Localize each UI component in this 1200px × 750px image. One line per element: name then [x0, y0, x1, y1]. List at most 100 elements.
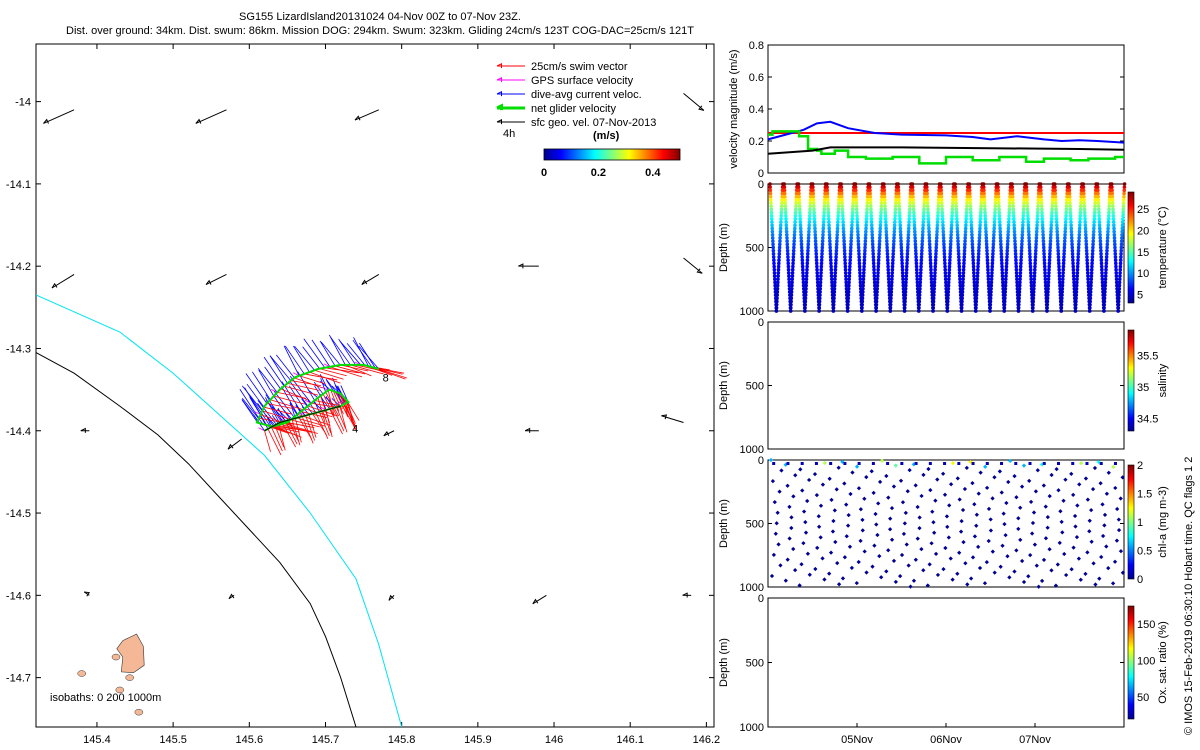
- temp-point: [1027, 233, 1031, 237]
- temp-point: [960, 302, 964, 307]
- temp-point: [989, 280, 994, 285]
- legend-label: 25cm/s swim vector: [531, 61, 628, 73]
- legend-arrow-head: [496, 77, 503, 83]
- temp-point: [817, 296, 822, 301]
- temp-point: [1021, 217, 1025, 221]
- temp-point: [941, 236, 946, 240]
- temp-point: [845, 306, 850, 310]
- temp-point: [1043, 280, 1048, 285]
- temp-point: [957, 261, 961, 266]
- geo-vector-head: [383, 430, 390, 437]
- chla-point: [776, 542, 781, 547]
- temp-point: [956, 245, 961, 250]
- temp-point: [1006, 226, 1011, 231]
- temp-point: [1049, 226, 1053, 231]
- chla-point: [1053, 583, 1059, 588]
- temp-point: [1054, 217, 1059, 221]
- temp-point: [858, 280, 863, 285]
- temp-point: [950, 213, 954, 218]
- chla-point: [946, 535, 951, 540]
- temp-point: [1004, 271, 1008, 275]
- dac-vector: [284, 345, 305, 375]
- y-tick-label: -14.3: [6, 343, 31, 355]
- temp-point: [844, 280, 848, 285]
- colorbar-tick: 150: [1137, 619, 1155, 631]
- dac-vector: [289, 385, 305, 410]
- temp-point: [813, 236, 818, 240]
- dac-vector: [319, 340, 336, 367]
- temp-point: [828, 248, 833, 253]
- temp-point: [786, 264, 791, 269]
- chla-point: [907, 468, 912, 473]
- temp-point: [917, 309, 921, 313]
- dac-vector: [352, 339, 373, 368]
- temp-point: [927, 239, 932, 243]
- geo-vector: [388, 594, 395, 601]
- swim-vector: [290, 419, 320, 428]
- swim-vector: [271, 426, 283, 452]
- temp-point: [915, 271, 919, 275]
- chla-surface-point: [814, 462, 818, 465]
- chla-point: [990, 549, 995, 554]
- chla-point: [1043, 536, 1049, 541]
- temp-point: [921, 223, 925, 228]
- temp-point: [1085, 271, 1090, 275]
- chla-point: [876, 501, 881, 506]
- temp-point: [992, 233, 996, 237]
- chla-point: [1089, 508, 1094, 513]
- temp-point: [810, 182, 815, 186]
- chla-point: [962, 486, 968, 492]
- temp-point: [1082, 194, 1086, 199]
- temp-point: [868, 188, 872, 193]
- temp-point: [827, 223, 831, 228]
- temp-point: [925, 194, 930, 199]
- temp-point: [989, 274, 994, 278]
- temp-point: [901, 283, 906, 288]
- temp-point: [811, 201, 816, 205]
- temp-point: [812, 220, 817, 224]
- temp-point: [926, 223, 931, 228]
- temp-point: [843, 267, 848, 272]
- temp-point: [941, 229, 946, 234]
- temp-point: [801, 283, 806, 288]
- temp-point: [1069, 217, 1073, 221]
- temp-point: [968, 204, 973, 209]
- temp-point: [1088, 296, 1093, 301]
- temp-point: [1102, 299, 1107, 304]
- temp-point: [1075, 271, 1080, 275]
- temp-point: [793, 207, 798, 212]
- temp-point: [1103, 283, 1108, 288]
- temp-point: [1064, 207, 1069, 212]
- gps-vector: [258, 427, 265, 432]
- temp-point: [1017, 290, 1022, 294]
- dac-vector: [313, 381, 324, 395]
- temp-point: [1096, 204, 1101, 209]
- temp-point: [869, 220, 874, 224]
- chla-point: [1033, 489, 1039, 494]
- temp-point: [1041, 226, 1045, 231]
- temp-point: [933, 274, 937, 278]
- chla-surface-point: [871, 462, 875, 465]
- chla-point: [911, 578, 917, 583]
- swim-vector: [284, 420, 298, 445]
- temp-point: [785, 242, 790, 247]
- temp-point: [961, 277, 965, 282]
- temp-point: [932, 286, 936, 291]
- temp-point: [1092, 220, 1096, 224]
- temp-point: [878, 233, 882, 237]
- temp-point: [834, 248, 839, 253]
- temp-point: [770, 233, 775, 237]
- chla-point: [900, 500, 906, 505]
- temp-point: [785, 252, 790, 256]
- temp-point: [1077, 242, 1081, 247]
- temp-point: [1040, 207, 1044, 212]
- temp-point: [978, 210, 983, 215]
- temp-point: [882, 198, 887, 202]
- chla-point: [950, 461, 956, 466]
- temp-point: [954, 210, 959, 215]
- temp-point: [1071, 264, 1076, 269]
- temp-point: [813, 233, 818, 237]
- temp-point: [790, 274, 795, 278]
- temp-point: [1095, 182, 1100, 186]
- chla-point: [905, 489, 910, 494]
